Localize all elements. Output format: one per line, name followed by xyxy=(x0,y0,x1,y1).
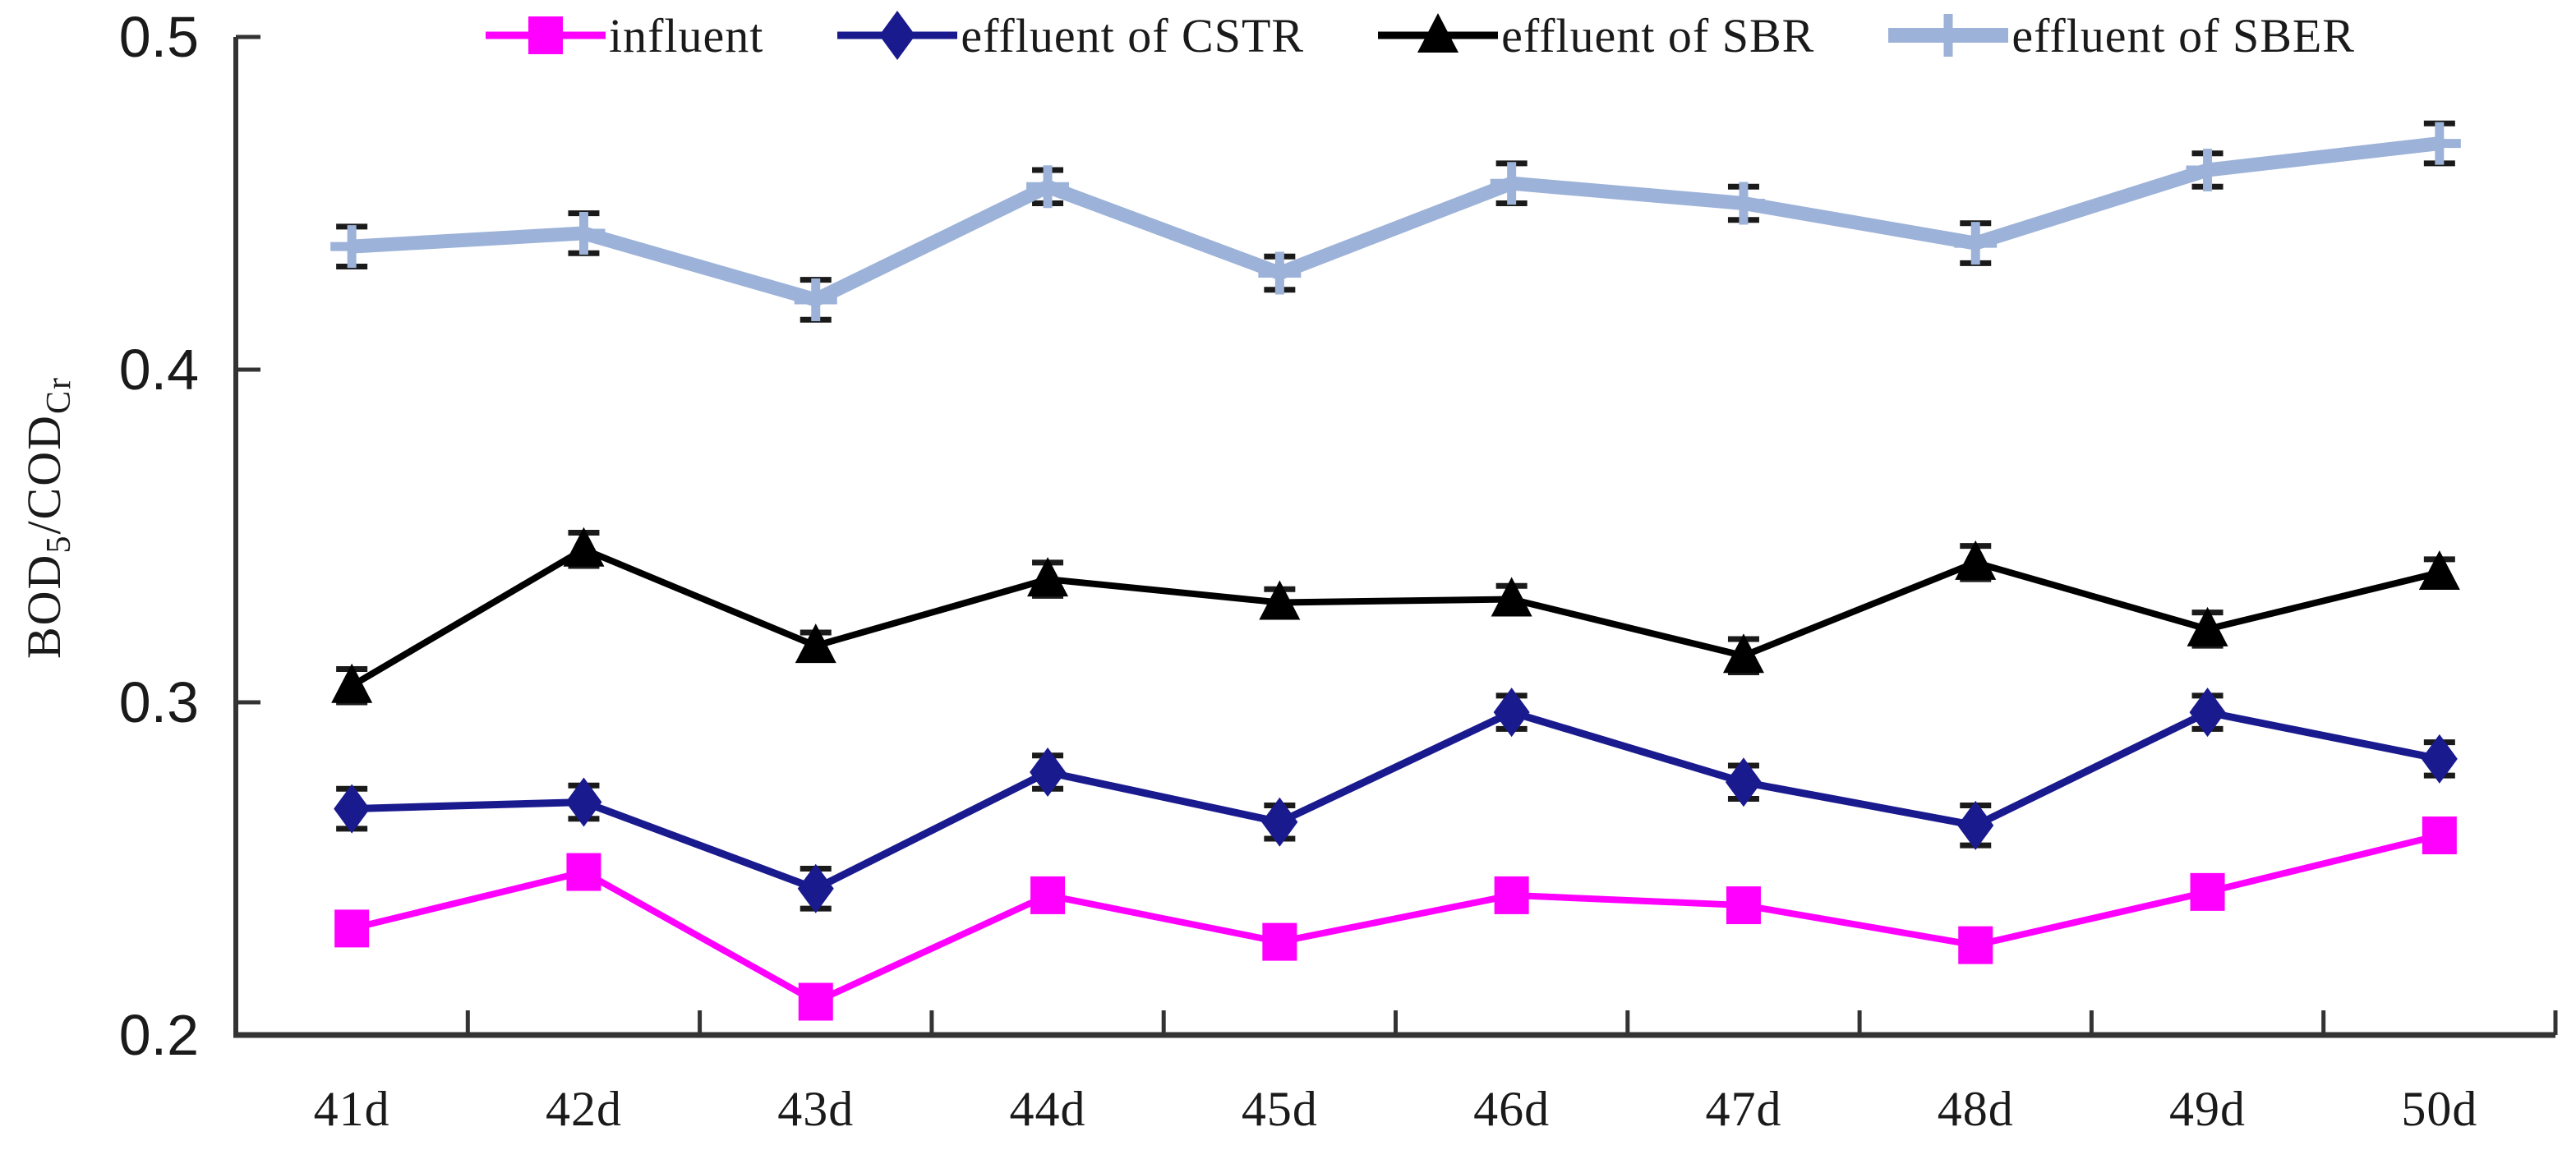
x-tick-label: 45d xyxy=(1242,1082,1318,1136)
marker-effluent-of-cstr-41d xyxy=(334,784,371,834)
marker-effluent-of-cstr-48d xyxy=(1957,800,1994,850)
marker-effluent-of-cstr-49d xyxy=(2189,688,2226,738)
x-tick-label: 49d xyxy=(2169,1082,2246,1136)
marker-influent-41d xyxy=(334,909,370,948)
x-tick-label: 41d xyxy=(314,1082,390,1136)
series-effluent-of-sbr xyxy=(331,527,2460,706)
marker-effluent-of-cstr-43d xyxy=(797,863,834,913)
marker-influent-46d xyxy=(1494,876,1529,914)
marker-effluent-of-sbr-49d xyxy=(2187,606,2228,646)
marker-influent-47d xyxy=(1726,886,1761,925)
y-tick-label: 0.4 xyxy=(119,338,199,402)
y-axis-title: BOD5/CODCr xyxy=(16,376,79,659)
y-axis-title-sub1: 5 xyxy=(40,534,78,554)
x-tick-label: 44d xyxy=(1010,1082,1086,1136)
marker-effluent-of-cstr-46d xyxy=(1493,688,1530,738)
marker-influent-44d xyxy=(1030,876,1066,914)
series-line-effluent-of-sbr xyxy=(350,545,2440,689)
x-tick-label: 46d xyxy=(1473,1082,1550,1136)
series-line-effluent-of-sber xyxy=(351,136,2440,308)
series-line-effluent-of-cstr xyxy=(352,708,2440,893)
x-tick-label: 48d xyxy=(1938,1082,2014,1136)
x-tick-label: 47d xyxy=(1705,1082,1781,1136)
marker-effluent-of-sbr-45d xyxy=(1259,580,1301,620)
series-effluent-of-cstr xyxy=(334,688,2458,913)
marker-influent-48d xyxy=(1958,926,1993,964)
marker-influent-50d xyxy=(2422,816,2457,854)
series-effluent-of-sber xyxy=(330,120,2461,323)
marker-effluent-of-cstr-44d xyxy=(1030,748,1067,798)
y-tick-label: 0.3 xyxy=(119,670,199,734)
marker-effluent-of-cstr-47d xyxy=(1725,757,1762,807)
marker-effluent-of-cstr-42d xyxy=(565,777,602,827)
marker-influent-45d xyxy=(1262,922,1297,961)
marker-influent-43d xyxy=(798,982,833,1021)
marker-effluent-of-sbr-46d xyxy=(1491,577,1532,617)
marker-influent-42d xyxy=(566,853,601,891)
series-influent xyxy=(334,816,2457,1021)
y-axis-title-main2: /COD xyxy=(17,413,71,535)
y-tick-label: 0.5 xyxy=(119,5,199,69)
marker-effluent-of-sbr-47d xyxy=(1722,633,1764,674)
marker-influent-49d xyxy=(2190,872,2225,911)
marker-effluent-of-sbr-42d xyxy=(563,527,605,567)
y-axis-title-sub2: Cr xyxy=(40,375,78,414)
x-tick-label: 43d xyxy=(777,1082,854,1136)
marker-effluent-of-sbr-43d xyxy=(795,623,836,664)
x-tick-label: 42d xyxy=(546,1082,622,1136)
x-tick-label: 50d xyxy=(2401,1082,2477,1136)
y-axis-title-main1: BOD xyxy=(17,553,71,660)
marker-effluent-of-sbr-48d xyxy=(1955,540,1997,580)
series-line-influent xyxy=(351,832,2440,1005)
y-tick-label: 0.2 xyxy=(119,1003,199,1067)
marker-effluent-of-sbr-50d xyxy=(2418,550,2460,591)
marker-effluent-of-sbr-41d xyxy=(331,663,373,703)
marker-effluent-of-cstr-50d xyxy=(2421,734,2458,784)
marker-effluent-of-sbr-44d xyxy=(1027,557,1069,597)
marker-effluent-of-cstr-45d xyxy=(1261,797,1298,847)
